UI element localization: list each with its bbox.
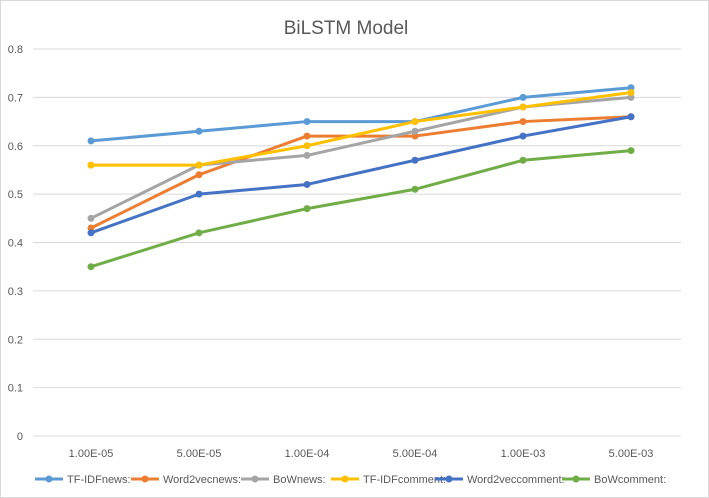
- legend-item: Word2veccomment:: [435, 474, 565, 486]
- legend-marker: [45, 475, 53, 483]
- data-point: [627, 147, 635, 155]
- legend-label: BoWnews:: [273, 474, 326, 486]
- data-point: [627, 89, 635, 97]
- y-tick-label: 0: [17, 431, 23, 443]
- series-5: [87, 147, 635, 271]
- data-point: [519, 156, 527, 164]
- y-tick-label: 0.7: [8, 92, 23, 104]
- data-point: [303, 118, 311, 126]
- data-point: [303, 142, 311, 150]
- data-point: [195, 127, 203, 135]
- legend-label: BoWcomment:: [594, 474, 666, 486]
- series-line: [89, 115, 633, 230]
- legend-item: BoWcomment:: [562, 474, 666, 486]
- legend-marker: [572, 475, 580, 483]
- x-axis-ticks: 1.00E-05 5.00E-05 1.00E-04 5.00E-04 1.00E-03…: [69, 448, 654, 460]
- data-point: [195, 161, 203, 169]
- x-tick-label: 5.00E-04: [393, 448, 438, 460]
- data-point: [87, 161, 95, 169]
- data-point: [519, 132, 527, 140]
- y-tick-label: 0.5: [8, 189, 23, 201]
- legend-marker: [445, 475, 453, 483]
- legend-marker: [341, 475, 349, 483]
- y-tick-label: 0.3: [8, 286, 23, 298]
- data-point: [87, 214, 95, 222]
- legend-item: TF-IDFcomment:: [331, 474, 446, 486]
- data-point: [195, 229, 203, 237]
- series-line: [89, 149, 633, 269]
- y-axis-ticks: 0 0.1 0.2 0.3 0.4 0.5 0.6 0.7 0.8: [8, 44, 23, 443]
- y-tick-label: 0.1: [8, 383, 23, 395]
- series-3: [87, 89, 635, 169]
- series-line: [89, 115, 633, 235]
- gridlines: [33, 48, 681, 437]
- data-point: [519, 103, 527, 111]
- y-tick-label: 0.8: [8, 44, 23, 56]
- data-point: [411, 156, 419, 164]
- y-tick-label: 0.6: [8, 141, 23, 153]
- series-lines: [87, 84, 635, 271]
- x-tick-label: 1.00E-03: [501, 448, 546, 460]
- legend-item: TF-IDFnews:: [35, 474, 131, 486]
- series-4: [87, 113, 635, 237]
- data-point: [303, 180, 311, 188]
- legend: TF-IDFnews: Word2vecnews: BoWnews: TF-IDFco…: [35, 474, 666, 486]
- data-point: [627, 93, 635, 101]
- data-point: [411, 118, 419, 126]
- data-point: [87, 263, 95, 271]
- data-point: [303, 132, 311, 140]
- data-point: [411, 185, 419, 193]
- x-tick-label: 1.00E-05: [69, 448, 114, 460]
- x-tick-label: 1.00E-04: [285, 448, 330, 460]
- data-point: [627, 113, 635, 121]
- series-0: [87, 84, 635, 145]
- data-point: [303, 205, 311, 213]
- legend-label: Word2vecnews:: [163, 474, 241, 486]
- legend-label: TF-IDFnews:: [67, 474, 131, 486]
- x-tick-label: 5.00E-03: [609, 448, 654, 460]
- data-point: [519, 118, 527, 126]
- legend-item: BoWnews:: [241, 474, 326, 486]
- data-point: [195, 190, 203, 198]
- data-point: [411, 132, 419, 140]
- data-point: [627, 84, 635, 92]
- data-point: [519, 93, 527, 101]
- data-point: [87, 224, 95, 232]
- x-tick-label: 5.00E-05: [177, 448, 222, 460]
- legend-marker: [251, 475, 259, 483]
- chart-title: BiLSTM Model: [284, 18, 409, 39]
- y-tick-label: 0.4: [8, 238, 23, 250]
- legend-marker: [141, 475, 149, 483]
- legend-label: Word2veccomment:: [467, 474, 565, 486]
- data-point: [87, 229, 95, 237]
- data-point: [303, 151, 311, 159]
- data-point: [195, 171, 203, 179]
- series-line: [89, 91, 633, 167]
- data-point: [411, 127, 419, 135]
- y-tick-label: 0.2: [8, 334, 23, 346]
- series-line: [89, 86, 633, 143]
- legend-item: Word2vecnews:: [131, 474, 241, 486]
- legend-label: TF-IDFcomment:: [363, 474, 446, 486]
- data-point: [87, 137, 95, 145]
